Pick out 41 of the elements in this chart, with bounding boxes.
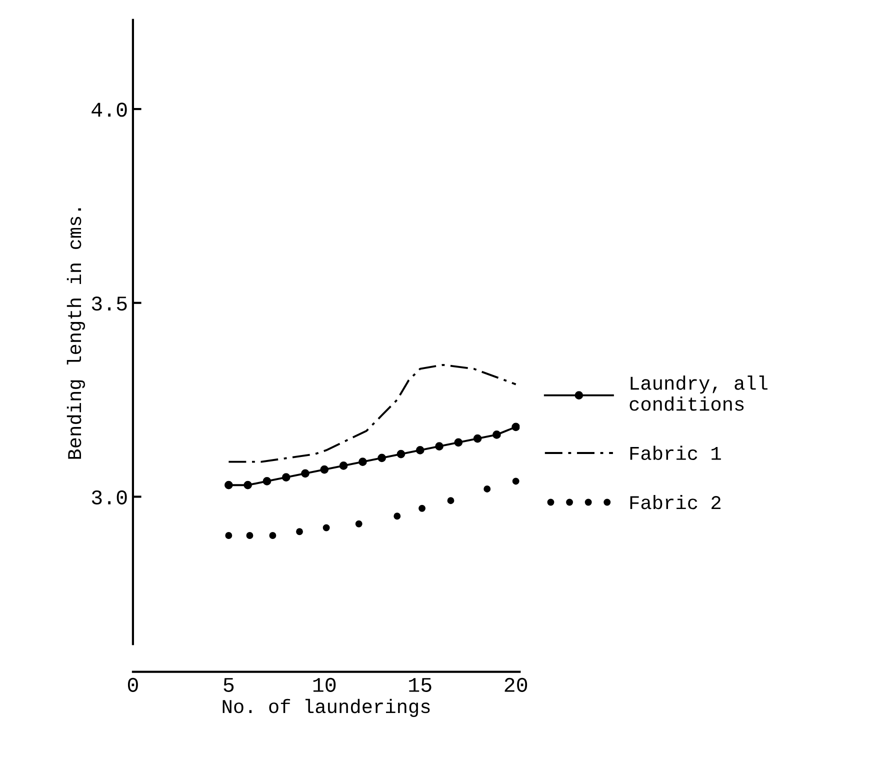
legend-label: Laundry, all conditions bbox=[630, 376, 768, 411]
point bbox=[492, 430, 501, 439]
y-tick-label: 3.0 bbox=[92, 490, 127, 504]
point bbox=[512, 422, 520, 432]
point bbox=[296, 528, 303, 536]
point bbox=[320, 465, 329, 474]
point bbox=[322, 524, 330, 532]
point bbox=[447, 497, 454, 504]
point bbox=[435, 442, 444, 450]
point bbox=[378, 454, 386, 462]
point bbox=[512, 478, 520, 485]
x-tick-label: 5 bbox=[224, 678, 234, 692]
x-tick-label: 0 bbox=[128, 678, 138, 692]
point bbox=[396, 450, 406, 458]
legend-label: Fabric 1 bbox=[630, 446, 721, 460]
y-axis-title: Bending length in cms. bbox=[66, 208, 86, 459]
y-tick-label: 3.5 bbox=[92, 296, 127, 311]
point bbox=[301, 469, 310, 478]
point bbox=[394, 512, 401, 520]
point bbox=[358, 458, 367, 466]
point bbox=[416, 446, 424, 454]
point bbox=[339, 462, 348, 470]
x-tick-label: 20 bbox=[504, 678, 528, 692]
x-axis-title: No. of launderings bbox=[222, 698, 430, 718]
point bbox=[225, 532, 232, 539]
x-tick-label: 10 bbox=[313, 678, 336, 692]
point bbox=[269, 532, 276, 539]
point bbox=[454, 438, 463, 447]
point bbox=[262, 477, 272, 486]
x-tick-label: 15 bbox=[409, 678, 432, 692]
point bbox=[473, 434, 482, 443]
point bbox=[244, 480, 252, 490]
point bbox=[418, 504, 426, 512]
line-series bbox=[228, 364, 517, 463]
point bbox=[246, 532, 254, 539]
point bbox=[224, 480, 233, 490]
y-tick-label: 4.0 bbox=[92, 102, 127, 117]
point bbox=[355, 520, 362, 528]
point bbox=[282, 473, 290, 482]
legend-label: Fabric 2 bbox=[630, 494, 720, 510]
point bbox=[484, 486, 491, 492]
